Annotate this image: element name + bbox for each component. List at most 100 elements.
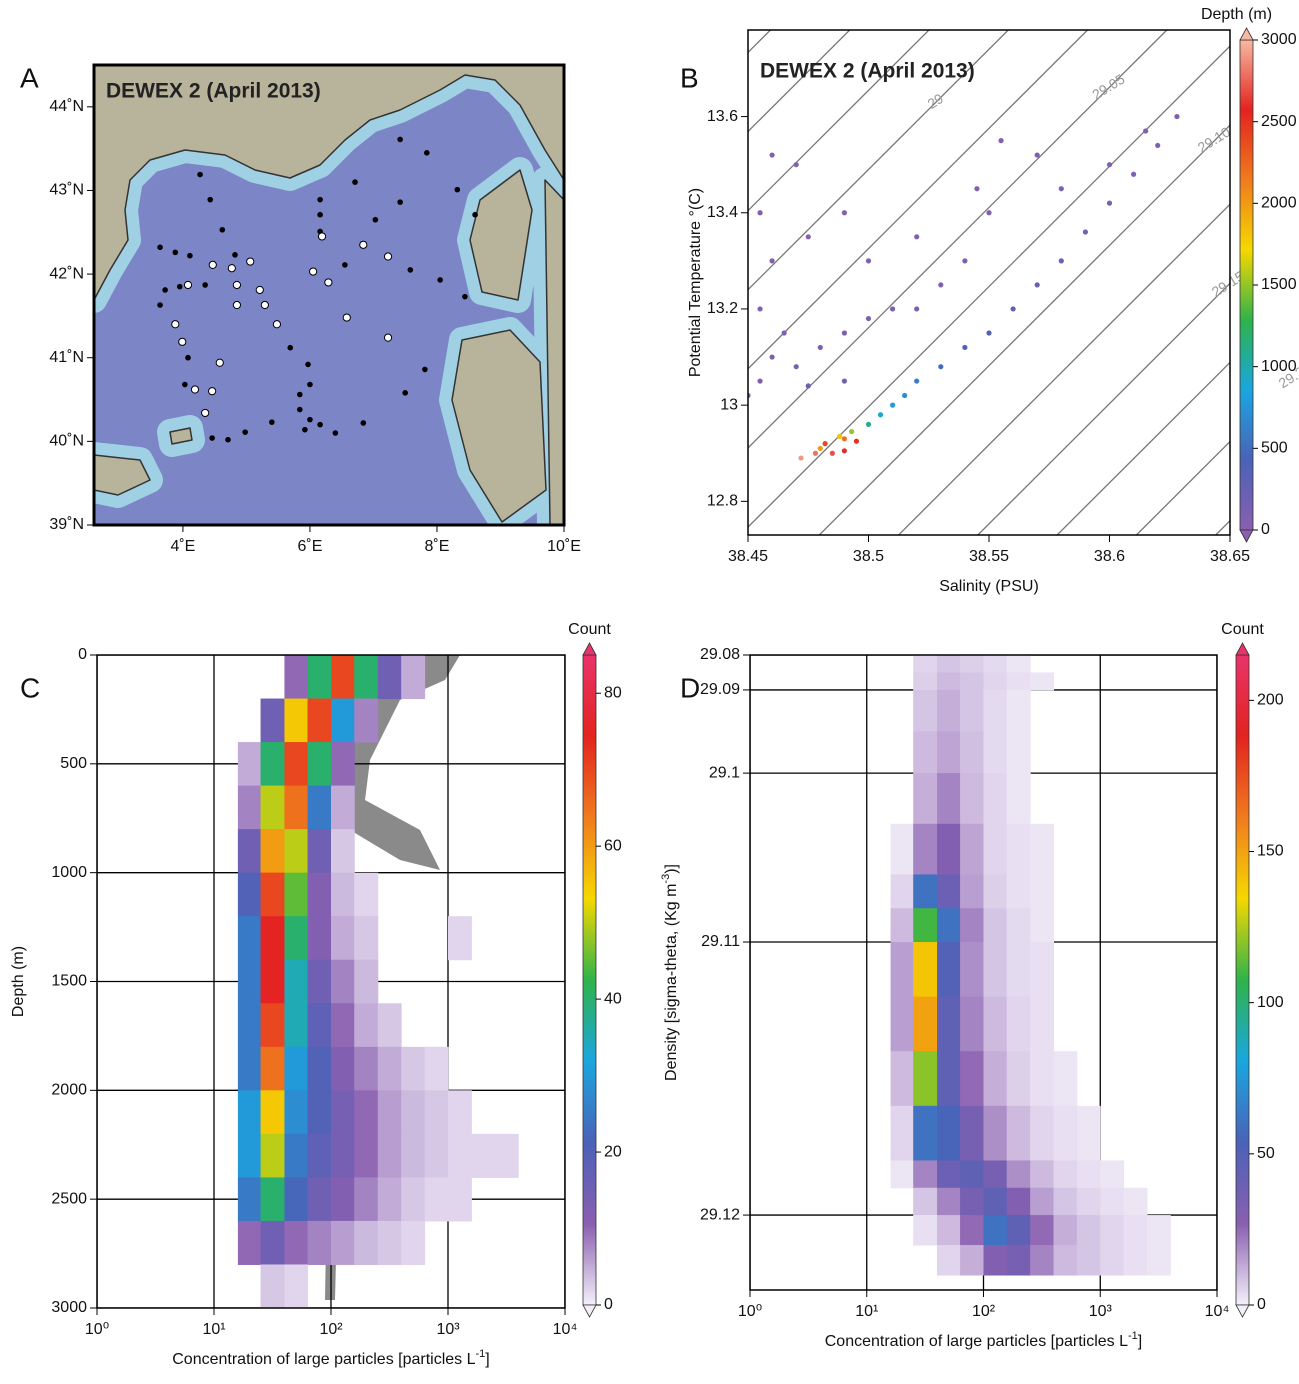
- hist-cell: [890, 1105, 914, 1161]
- hist-cell: [937, 996, 961, 1052]
- x-tick-label: 10³: [1089, 1303, 1113, 1320]
- hist-cell: [354, 1220, 379, 1265]
- hist-cell: [237, 916, 262, 961]
- station: [162, 287, 168, 293]
- hist-cell: [890, 874, 914, 909]
- station: [437, 277, 443, 283]
- hist-cell: [913, 731, 938, 774]
- hist-cell: [331, 785, 355, 830]
- hist-cell: [331, 1090, 355, 1135]
- hist-cell: [983, 773, 1008, 825]
- label-part: Density [sigma-theta, (Kg m: [663, 884, 680, 1081]
- hist-cell: [307, 1003, 332, 1048]
- hist-cell: [260, 1264, 285, 1308]
- station: [260, 300, 269, 310]
- hist-cell: [401, 1046, 426, 1091]
- hist-cell: [307, 1133, 332, 1178]
- station: [317, 421, 323, 428]
- hist-cell: [354, 872, 379, 917]
- hist-cell: [1030, 672, 1055, 691]
- hist-cell: [890, 996, 914, 1052]
- x-tick-label: 8˚E: [425, 538, 450, 555]
- data-point: [865, 421, 872, 427]
- hist-cell: [377, 1046, 402, 1091]
- hist-cell: [307, 1177, 332, 1222]
- hist-cell: [913, 655, 938, 673]
- hist-cell: [307, 785, 332, 830]
- data-point: [849, 428, 855, 435]
- hist-cell: [983, 1105, 1008, 1161]
- hist-cell: [1146, 1245, 1171, 1276]
- hist-cell: [983, 689, 1008, 733]
- y-tick-label: 13.4: [707, 204, 738, 221]
- data-point: [793, 162, 799, 168]
- hist-cell: [937, 1160, 961, 1189]
- panel-label: A: [20, 62, 39, 93]
- hist-cell: [331, 959, 355, 1004]
- hist-cell: [913, 689, 938, 733]
- hist-cell: [307, 1046, 332, 1091]
- hist-cell: [1006, 731, 1031, 774]
- colorbar-extend: [1235, 642, 1250, 656]
- hist-cell: [937, 1245, 961, 1276]
- hist-cell: [983, 672, 1008, 691]
- hist-cell: [960, 908, 984, 943]
- isopycnal: [748, 30, 1168, 449]
- label-part: Concentration of large particles [partic…: [825, 1333, 1128, 1350]
- data-point: [841, 378, 848, 384]
- hist-cell: [260, 1133, 285, 1178]
- y-tick-label: 40˚N: [49, 433, 84, 450]
- hist-cell: [983, 823, 1008, 875]
- hist-cell: [937, 731, 961, 774]
- station: [317, 232, 327, 241]
- hist-cell: [354, 916, 379, 961]
- x-tick-label: 38.55: [969, 548, 1009, 565]
- x-axis-label: Concentration of large particles [partic…: [172, 1348, 490, 1368]
- station: [232, 300, 242, 310]
- data-point: [817, 344, 823, 351]
- data-point: [836, 433, 843, 440]
- hist-cell: [354, 1090, 379, 1135]
- label-part: ]: [485, 1351, 489, 1368]
- y-tick-label: 500: [60, 755, 87, 772]
- y-tick-label: 1000: [51, 864, 87, 881]
- hist-cell: [1006, 773, 1031, 825]
- colorbar-tick-label: 40: [604, 990, 622, 1007]
- data-point: [890, 306, 896, 312]
- colorbar-tick-label: 50: [1257, 1145, 1275, 1162]
- hist-cell: [983, 731, 1008, 774]
- plot-area: [157, 136, 478, 443]
- data-point: [1131, 171, 1137, 177]
- hist-cell: [1053, 1160, 1078, 1189]
- hist-cell: [354, 1133, 379, 1178]
- x-tick-label: 38.45: [728, 548, 768, 565]
- y-tick-label: 44˚N: [49, 98, 84, 115]
- hist-cell: [377, 1003, 402, 1048]
- colorbar-tick-label: 80: [604, 684, 622, 701]
- hist-cell: [890, 1160, 914, 1189]
- x-tick-label: 10²: [319, 1321, 343, 1338]
- hist-cell: [1006, 655, 1031, 673]
- hist-cell: [1006, 1215, 1031, 1246]
- hist-cell: [424, 1133, 449, 1178]
- map-base: [94, 65, 564, 525]
- hist-cell: [1076, 1245, 1101, 1276]
- hist-cell: [354, 698, 379, 743]
- data-point: [865, 258, 872, 264]
- hist-cell: [424, 1046, 449, 1091]
- hist-cell: [237, 829, 262, 874]
- hist-cell: [260, 872, 285, 917]
- hist-cell: [260, 1177, 285, 1222]
- hist-cell: [960, 996, 984, 1052]
- y-tick-label: 29.11: [701, 933, 740, 950]
- hist-cell: [1100, 1215, 1125, 1246]
- isopycnal: [897, 203, 1230, 535]
- hist-cell: [983, 996, 1008, 1052]
- data-point: [1155, 142, 1161, 149]
- hist-cell: [937, 655, 961, 673]
- gray-cells: [320, 655, 460, 1300]
- hist-cell: [237, 1177, 262, 1222]
- station: [342, 313, 351, 322]
- station: [454, 186, 461, 193]
- station: [360, 420, 367, 426]
